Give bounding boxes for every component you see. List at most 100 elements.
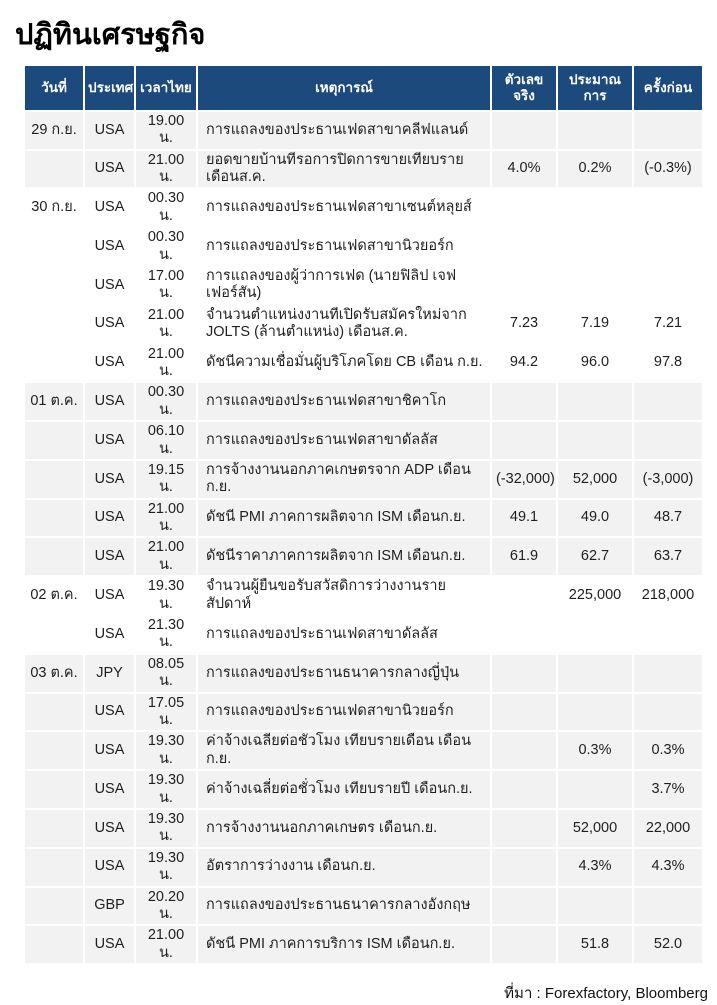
cell-date <box>25 499 83 537</box>
cell-actual <box>492 693 556 731</box>
cell-country: USA <box>85 771 134 808</box>
cell-country: USA <box>85 732 134 770</box>
cell-actual: 61.9 <box>492 538 556 576</box>
cell-date <box>25 693 83 731</box>
table-row: USA 21.00 น. จำนวนตำแหน่งงานที่เปิดรับสมัค… <box>25 305 702 343</box>
cell-country: USA <box>85 267 134 304</box>
cell-country: USA <box>85 577 134 615</box>
cell-actual <box>492 732 556 770</box>
table-row: 03 ต.ค. JPY 08.05 น. การแถลงของประธานธนาคาร… <box>25 654 702 692</box>
cell-time: 00.30 น. <box>136 228 196 266</box>
cell-event: การแถลงของประธานเฟดสาขาดัลลัส <box>198 616 490 653</box>
cell-date <box>25 887 83 925</box>
cell-time: 20.20 น. <box>136 887 196 925</box>
cell-forecast <box>558 654 632 692</box>
cell-actual <box>492 577 556 615</box>
cell-event: ดัชนี PMI ภาคการผลิตจาก ISM เดือนก.ย. <box>198 499 490 537</box>
cell-forecast: 62.7 <box>558 538 632 576</box>
cell-previous <box>634 228 702 266</box>
cell-previous: 4.3% <box>634 848 702 886</box>
cell-actual: 94.2 <box>492 344 556 382</box>
cell-event: การแถลงของประธานธนาคารกลางญี่ปุ่น <box>198 654 490 692</box>
column-header-previous: ครั้งก่อน <box>634 65 702 110</box>
column-header-country: ประเทศ <box>85 65 134 110</box>
cell-forecast <box>558 887 632 925</box>
cell-previous <box>634 887 702 925</box>
cell-time: 21.00 น. <box>136 344 196 382</box>
cell-actual <box>492 926 556 964</box>
cell-previous <box>634 422 702 459</box>
cell-country: GBP <box>85 887 134 925</box>
cell-date <box>25 422 83 459</box>
cell-previous <box>634 693 702 731</box>
cell-country: USA <box>85 616 134 653</box>
cell-forecast: 51.8 <box>558 926 632 964</box>
cell-event: ดัชนีความเชื่อมั่นผู้บริโภคโดย CB เดือน … <box>198 344 490 382</box>
cell-date <box>25 809 83 847</box>
cell-actual <box>492 228 556 266</box>
cell-date: 30 ก.ย. <box>25 189 83 227</box>
cell-event: ยอดขายบ้านที่รอการปิดการขายเทียบรายเดือน… <box>198 150 490 188</box>
cell-country: USA <box>85 383 134 421</box>
cell-actual <box>492 111 556 149</box>
cell-previous: 48.7 <box>634 499 702 537</box>
cell-event: การแถลงของประธานธนาคารกลางอังกฤษ <box>198 887 490 925</box>
cell-date <box>25 150 83 188</box>
cell-country: USA <box>85 926 134 964</box>
cell-country: USA <box>85 189 134 227</box>
cell-forecast <box>558 189 632 227</box>
cell-time: 19.30 น. <box>136 848 196 886</box>
column-header-forecast: ประมาณการ <box>558 65 632 110</box>
cell-event: การแถลงของประธานเฟดสาขาดัลลัส <box>198 422 490 459</box>
cell-event: จำนวนตำแหน่งงานที่เปิดรับสมัครใหม่จาก JO… <box>198 305 490 343</box>
cell-country: USA <box>85 693 134 731</box>
cell-time: 19.00 น. <box>136 111 196 149</box>
cell-event: การแถลงของผู้ว่าการเฟด (นายฟิลิป เจฟเฟอร… <box>198 267 490 304</box>
table-row: 01 ต.ค. USA 00.30 น. การแถลงของประธานเฟดสาข… <box>25 383 702 421</box>
table-header: วันที่ ประเทศ เวลาไทย เหตุการณ์ ตัวเลขจร… <box>25 65 702 110</box>
column-header-date: วันที่ <box>25 65 83 110</box>
cell-previous <box>634 654 702 692</box>
cell-previous: 218,000 <box>634 577 702 615</box>
cell-time: 21.00 น. <box>136 499 196 537</box>
cell-previous: 22,000 <box>634 809 702 847</box>
cell-actual <box>492 887 556 925</box>
page-title: ปฏิทินเศรษฐกิจ <box>15 19 206 51</box>
cell-time: 17.05 น. <box>136 693 196 731</box>
source-note: ที่มา : Forexfactory, Bloomberg <box>504 985 708 1003</box>
cell-time: 21.00 น. <box>136 538 196 576</box>
cell-date <box>25 460 83 498</box>
cell-date <box>25 228 83 266</box>
table-row: USA 21.00 น. ยอดขายบ้านที่รอการปิดการขายเท… <box>25 150 702 188</box>
header-row: วันที่ ประเทศ เวลาไทย เหตุการณ์ ตัวเลขจร… <box>25 65 702 110</box>
cell-date: 03 ต.ค. <box>25 654 83 692</box>
cell-country: USA <box>85 809 134 847</box>
table-row: USA 17.05 น. การแถลงของประธานเฟดสาขานิวยอร… <box>25 693 702 731</box>
cell-date <box>25 771 83 808</box>
cell-actual <box>492 654 556 692</box>
cell-time: 00.30 น. <box>136 189 196 227</box>
cell-event: จำนวนผู้ยื่นขอรับสวัสดิการว่างงานรายสัปด… <box>198 577 490 615</box>
cell-time: 08.05 น. <box>136 654 196 692</box>
economic-calendar-table: วันที่ ประเทศ เวลาไทย เหตุการณ์ ตัวเลขจร… <box>23 64 704 965</box>
cell-event: อัตราการว่างงาน เดือนก.ย. <box>198 848 490 886</box>
table-row: 02 ต.ค. USA 19.30 น. จำนวนผู้ยื่นขอรับสวัสด… <box>25 577 702 615</box>
table-row: GBP 20.20 น. การแถลงของประธานธนาคารกลางอัง… <box>25 887 702 925</box>
cell-actual <box>492 383 556 421</box>
cell-country: JPY <box>85 654 134 692</box>
cell-time: 19.30 น. <box>136 577 196 615</box>
cell-event: การจ้างงานนอกภาคเกษตร เดือนก.ย. <box>198 809 490 847</box>
table-row: USA 21.00 น. ดัชนี PMI ภาคการผลิตจาก ISM เ… <box>25 499 702 537</box>
cell-date <box>25 267 83 304</box>
cell-previous: 63.7 <box>634 538 702 576</box>
cell-previous: (-0.3%) <box>634 150 702 188</box>
cell-actual <box>492 422 556 459</box>
cell-country: USA <box>85 150 134 188</box>
cell-previous: (-3,000) <box>634 460 702 498</box>
cell-forecast: 52,000 <box>558 809 632 847</box>
cell-previous: 97.8 <box>634 344 702 382</box>
cell-country: USA <box>85 538 134 576</box>
cell-time: 06.10 น. <box>136 422 196 459</box>
cell-forecast <box>558 422 632 459</box>
cell-date <box>25 732 83 770</box>
